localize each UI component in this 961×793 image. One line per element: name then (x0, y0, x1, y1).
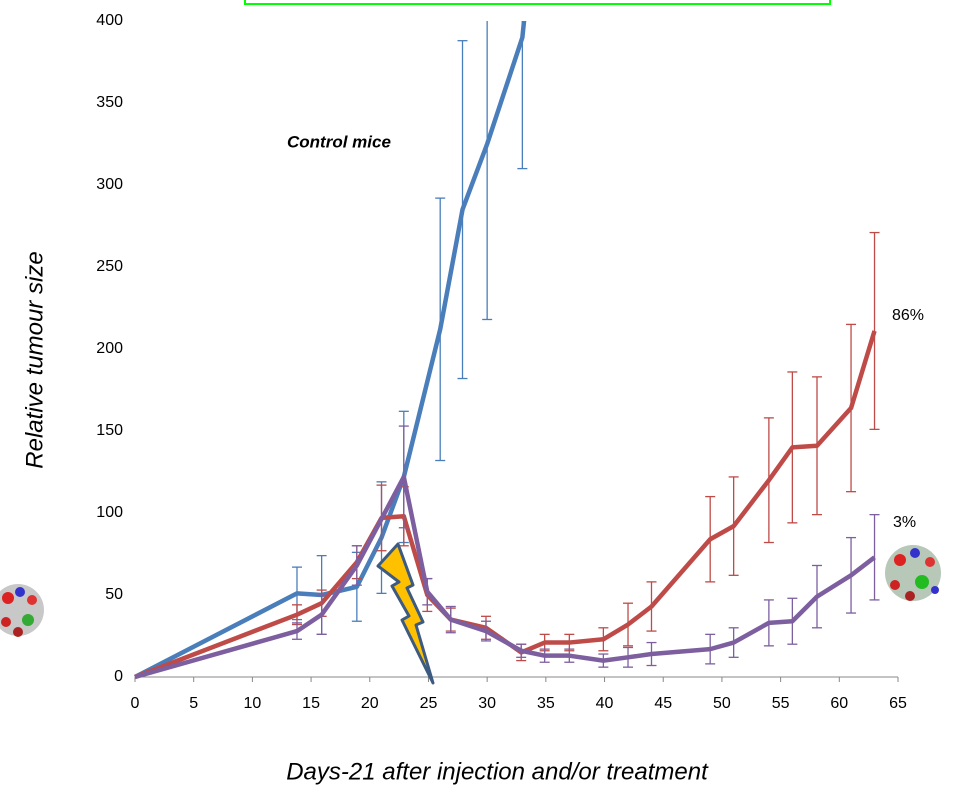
x-axis-title: Days-21 after injection and/or treatment (286, 758, 709, 785)
y-tick-label: 250 (96, 258, 123, 275)
annotation: Control mice (287, 132, 391, 151)
x-tick-label: 15 (302, 695, 320, 712)
x-tick-label: 10 (243, 695, 261, 712)
title-box (244, 0, 831, 5)
x-tick-label: 40 (596, 695, 614, 712)
y-tick-label: 50 (105, 586, 123, 603)
x-tick-label: 35 (537, 695, 555, 712)
plot (133, 21, 880, 680)
y-tick-label: 100 (96, 504, 123, 521)
x-tick-label: 45 (654, 695, 672, 712)
lightning-bolt (376, 542, 435, 685)
annotation: 3% (893, 514, 916, 531)
y-tick-label: 0 (114, 668, 123, 685)
y-tick-label: 350 (96, 94, 123, 111)
line (134, 474, 876, 680)
x-tick-label: 20 (361, 695, 379, 712)
molecule-right (885, 545, 941, 601)
y-tick-label: 150 (96, 422, 123, 439)
x-tick-label: 25 (420, 695, 438, 712)
x-tick-label: 0 (131, 695, 140, 712)
y-tick-label: 400 (96, 12, 123, 29)
x-tick-label: 55 (772, 695, 790, 712)
x-tick-label: 5 (189, 695, 198, 712)
x-tick-label: 50 (713, 695, 731, 712)
y-axis-title: Relative tumour size (21, 251, 48, 468)
y-tick-label: 300 (96, 176, 123, 193)
x-tick-label: 30 (478, 695, 496, 712)
molecule-left (0, 584, 44, 637)
error-bar (482, 21, 493, 321)
x-tick-label: 65 (889, 695, 907, 712)
x-tick-label: 60 (830, 695, 848, 712)
y-tick-label: 200 (96, 340, 123, 357)
annotation: 86% (892, 307, 924, 324)
line (133, 21, 527, 679)
